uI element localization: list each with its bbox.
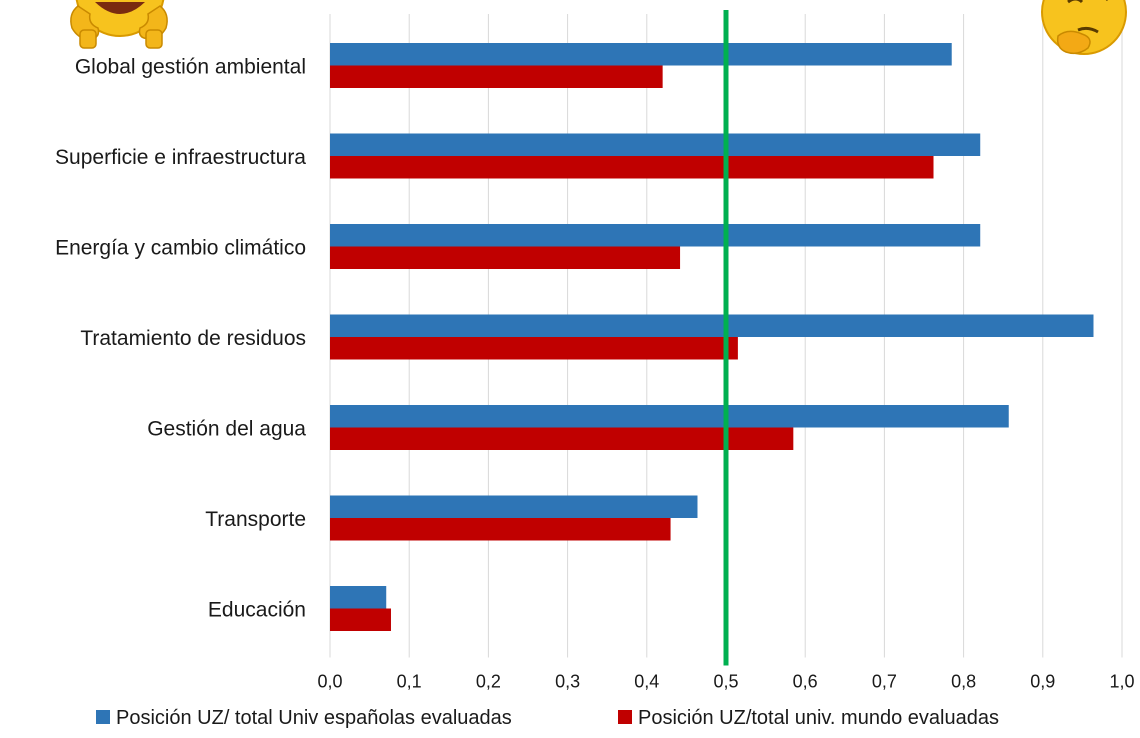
bar-spain [330,586,387,609]
category-labels: Global gestión ambiental Superficie e inf… [55,56,306,622]
laughing-thumbs-up-emoji [70,0,168,49]
x-tick-label: 0,4 [634,672,659,692]
bar-spain [330,405,1009,428]
x-tick-label: 1,0 [1109,672,1134,692]
legend-swatch [96,710,110,724]
thinking-face-emoji [1041,0,1127,55]
legend-label: Posición UZ/total univ. mundo evaluadas [638,707,999,729]
category-label: Gestión del agua [147,418,306,441]
x-tick-label: 0,7 [872,672,897,692]
legend-swatch [618,710,632,724]
category-label: Tratamiento de residuos [80,327,306,350]
bars-group [330,43,1094,631]
bar-world [330,518,671,541]
legend: Posición UZ/ total Univ españolas evalua… [96,707,999,729]
category-label: Transporte [205,508,306,531]
x-tick-label: 0,2 [476,672,501,692]
bar-spain [330,224,981,247]
x-tick-label: 0,1 [397,672,422,692]
x-tick-label: 0,0 [317,672,342,692]
bar-spain [330,314,1094,337]
category-label: Global gestión ambiental [75,56,306,79]
bar-spain [330,495,698,518]
bar-world [330,337,738,360]
x-tick-label: 0,5 [713,672,738,692]
category-label: Educación [208,599,306,622]
x-tick-label: 0,3 [555,672,580,692]
bar-world [330,427,794,450]
bar-spain [330,133,981,156]
category-label: Energía y cambio climático [55,237,306,260]
category-label: Superficie e infraestructura [55,146,306,169]
legend-label: Posición UZ/ total Univ españolas evalua… [116,707,512,729]
bar-world [330,246,681,269]
x-tick-label: 0,6 [793,672,818,692]
x-tick-label: 0,9 [1030,672,1055,692]
bar-world [330,156,934,179]
x-tick-label: 0,8 [951,672,976,692]
bar-spain [330,43,952,66]
bar-world [330,608,391,631]
tick-labels: 0,0 0,1 0,2 0,3 0,4 0,5 0,6 0,7 0,8 0,9 1,0 [317,672,1134,692]
bar-world [330,65,663,88]
